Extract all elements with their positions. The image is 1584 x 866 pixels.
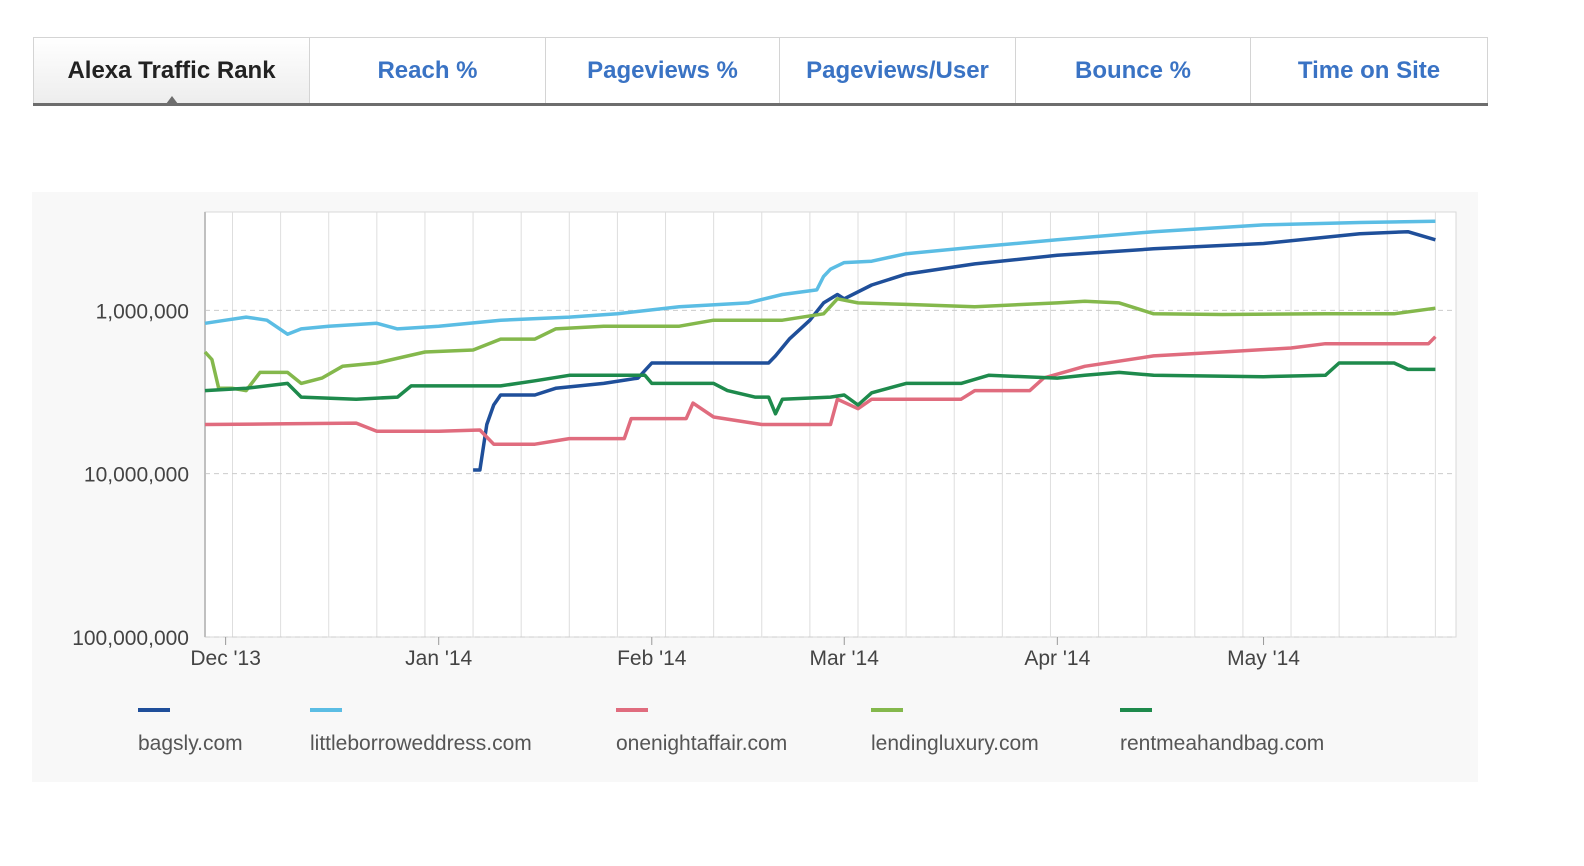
legend-swatch bbox=[310, 708, 342, 712]
legend-swatch bbox=[871, 708, 903, 712]
tab-alexa-traffic-rank[interactable]: Alexa Traffic Rank bbox=[34, 38, 310, 104]
x-tick-label: Feb '14 bbox=[617, 647, 687, 670]
tab-label: Pageviews/User bbox=[806, 57, 989, 84]
x-tick-label: Dec '13 bbox=[190, 647, 261, 670]
x-tick-label: Apr '14 bbox=[1024, 647, 1090, 670]
chart-legend: bagsly.com littleborroweddress.com onenigh… bbox=[138, 700, 1438, 770]
legend-swatch bbox=[138, 708, 170, 712]
series-line-lendingluxury-com bbox=[203, 297, 1436, 393]
y-tick-label: 1,000,000 bbox=[96, 300, 189, 323]
tab-bounce[interactable]: Bounce % bbox=[1016, 38, 1251, 104]
y-tick-label: 10,000,000 bbox=[84, 464, 189, 487]
tab-label: Pageviews % bbox=[587, 57, 738, 84]
metric-tabs: Alexa Traffic Rank Reach % Pageviews % P… bbox=[33, 37, 1488, 106]
legend-label: lendingluxury.com bbox=[871, 732, 1039, 755]
tab-label: Time on Site bbox=[1297, 57, 1441, 84]
legend-label: onenightaffair.com bbox=[616, 732, 788, 755]
tab-reach[interactable]: Reach % bbox=[310, 38, 546, 104]
series-line-onenightaffair-com bbox=[204, 335, 1437, 446]
tab-pageviews[interactable]: Pageviews % bbox=[546, 38, 780, 104]
legend-swatch bbox=[1120, 708, 1152, 712]
series-line-bagsly-com bbox=[473, 229, 1436, 472]
legend-swatch bbox=[616, 708, 648, 712]
tab-label: Bounce % bbox=[1074, 57, 1191, 84]
legend-label: littleborroweddress.com bbox=[310, 732, 532, 755]
tab-time-on-site[interactable]: Time on Site bbox=[1251, 38, 1487, 104]
series-line-rentmeahandbag-com bbox=[204, 361, 1436, 416]
x-tick-label: Mar '14 bbox=[810, 647, 880, 670]
legend-label: rentmeahandbag.com bbox=[1120, 732, 1325, 755]
series-line-littleborroweddress-com bbox=[204, 219, 1436, 336]
x-tick-label: May '14 bbox=[1227, 647, 1300, 670]
tab-label: Reach % bbox=[377, 57, 478, 84]
tab-label: Alexa Traffic Rank bbox=[67, 57, 276, 84]
y-tick-label: 100,000,000 bbox=[72, 627, 189, 650]
tab-pageviews-per-user[interactable]: Pageviews/User bbox=[780, 38, 1016, 104]
legend-label: bagsly.com bbox=[138, 732, 243, 755]
x-tick-label: Jan '14 bbox=[405, 647, 472, 670]
active-tab-caret-icon bbox=[165, 96, 178, 104]
chart-series bbox=[203, 219, 1437, 472]
